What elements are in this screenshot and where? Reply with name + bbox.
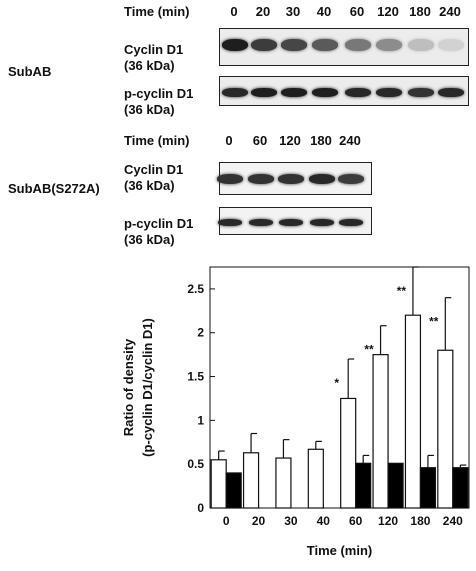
cyclin-top-band-2 xyxy=(251,39,277,51)
x-tick-label-120: 120 xyxy=(378,514,398,528)
plot-frame xyxy=(209,266,470,509)
bar-subab-40 xyxy=(307,448,324,509)
y-tick-label-1.5: 1.5 xyxy=(187,370,204,384)
row-label-pcyclin-top: p-cyclin D1 xyxy=(124,86,194,101)
bar-s272a-240 xyxy=(452,467,469,509)
x-tick-label-240: 240 xyxy=(443,514,463,528)
mid-time-180: 180 xyxy=(310,133,332,148)
significance-60: * xyxy=(334,376,339,390)
row-label-cyclin-middle: Cyclin D1 xyxy=(124,162,184,177)
pcyclin-top-band-4 xyxy=(312,87,338,97)
cyclin-top-band-3 xyxy=(281,39,307,51)
pcyclin-mid-band-3 xyxy=(279,218,303,226)
pcyclin-top-band-1 xyxy=(222,87,248,97)
top-time-30: 30 xyxy=(285,4,301,19)
cyclin-top-band-7 xyxy=(408,39,434,51)
cyclin-mid-band-3 xyxy=(278,174,304,184)
bar-s272a-60 xyxy=(355,462,372,509)
x-tick-label-20: 20 xyxy=(252,514,266,528)
cyclin-mid-band-4 xyxy=(309,174,335,184)
mid-time-240: 240 xyxy=(339,133,361,148)
row-label-cyclin-top: Cyclin D1 xyxy=(124,42,184,57)
top-time-0: 0 xyxy=(230,4,238,19)
top-time-40: 40 xyxy=(316,4,332,19)
bar-s272a-180 xyxy=(419,467,437,509)
mid-time-60: 60 xyxy=(252,133,268,148)
cyclin-top-band-5 xyxy=(345,39,371,51)
y-axis-label: Ratio of density xyxy=(121,338,136,436)
bar-subab-20 xyxy=(242,452,260,509)
bar-subab-60 xyxy=(340,397,357,509)
blot-p-cyclin-d1-s272a xyxy=(218,207,372,235)
pcyclin-mid-band-5 xyxy=(339,218,363,226)
blot-cyclin-d1-s272a xyxy=(217,162,372,195)
significance-240: ** xyxy=(429,315,439,329)
top-time-120: 120 xyxy=(377,4,399,19)
cyclin-mid-band-5 xyxy=(338,174,364,184)
bar-subab-0 xyxy=(210,459,227,509)
blot-p-cyclin-d1-subab xyxy=(219,76,469,106)
cyclin-mid-band-1 xyxy=(217,174,243,184)
pcyclin-top-band-6 xyxy=(376,87,402,97)
y-tick-label-1: 1 xyxy=(197,413,204,427)
pcyclin-mid-band-4 xyxy=(310,218,334,226)
x-tick-label-40: 40 xyxy=(317,514,331,528)
pcyclin-top-band-7 xyxy=(408,87,434,97)
row-label-pcyclin-middle: p-cyclin D1 xyxy=(124,216,194,231)
y-tick-label-0: 0 xyxy=(197,501,204,515)
x-tick-label-0: 0 xyxy=(223,514,230,528)
significance-180: ** xyxy=(397,284,407,298)
bar-subab-180 xyxy=(404,314,422,509)
row-sub-pcyclin-middle: (36 kDa) xyxy=(124,232,175,247)
cyclin-top-band-8 xyxy=(438,39,464,51)
bar-subab-120 xyxy=(372,354,389,509)
row-sub-cyclin-top: (36 kDa) xyxy=(124,58,175,73)
y-axis-label-line-2: (p-cyclin D1/cyclin D1) xyxy=(140,318,155,457)
x-tick-label-60: 60 xyxy=(349,514,363,528)
row-sub-cyclin-middle: (36 kDa) xyxy=(124,178,175,193)
x-tick-label-30: 30 xyxy=(284,514,298,528)
pcyclin-top-band-2 xyxy=(251,87,277,97)
treatment-label-subab: SubAB xyxy=(8,64,52,79)
cyclin-top-band-6 xyxy=(376,39,402,51)
bar-subab-30 xyxy=(275,457,292,509)
significance-120: ** xyxy=(364,343,374,357)
pcyclin-top-band-3 xyxy=(281,87,307,97)
x-axis-label: Time (min) xyxy=(307,543,373,558)
pcyclin-top-band-8 xyxy=(438,87,464,97)
bar-subab-240 xyxy=(437,349,454,509)
mid-time-120: 120 xyxy=(279,133,301,148)
pcyclin-mid-band-2 xyxy=(249,218,273,226)
mid-time-0: 0 xyxy=(225,133,233,148)
cyclin-mid-band-2 xyxy=(248,174,274,184)
pcyclin-top-band-5 xyxy=(345,87,371,97)
top-time-60: 60 xyxy=(349,4,365,19)
y-tick-label-0.5: 0.5 xyxy=(187,457,204,471)
treatment-label-subab-s272a: SubAB(S272A) xyxy=(8,181,100,196)
cyclin-top-band-4 xyxy=(312,39,338,51)
time-header-middle: Time (min) xyxy=(124,133,190,148)
x-tick-label-180: 180 xyxy=(410,514,430,528)
top-time-20: 20 xyxy=(255,4,271,19)
y-tick-label-2.5: 2.5 xyxy=(187,282,204,296)
top-time-240: 240 xyxy=(439,4,461,19)
time-header-top: Time (min) xyxy=(124,4,190,19)
y-tick-label-2: 2 xyxy=(197,326,204,340)
blot-cyclin-d1-subab xyxy=(219,28,469,66)
cyclin-top-band-1 xyxy=(222,39,248,51)
pcyclin-mid-band-1 xyxy=(218,218,242,226)
top-time-180: 180 xyxy=(409,4,431,19)
row-sub-pcyclin-top: (36 kDa) xyxy=(124,102,175,117)
bar-s272a-0 xyxy=(225,472,242,509)
bar-s272a-120 xyxy=(387,462,404,509)
